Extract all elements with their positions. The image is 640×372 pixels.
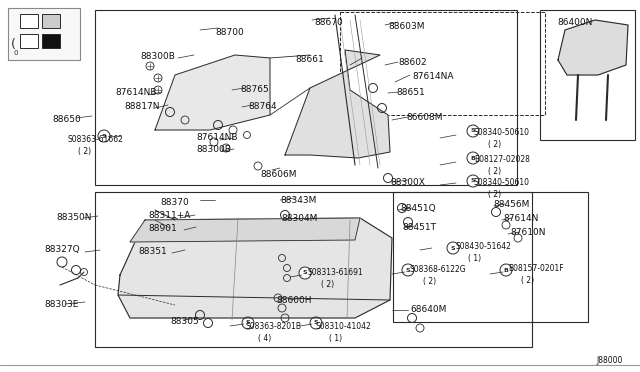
- Text: 88817N: 88817N: [124, 102, 159, 111]
- Text: 88311+A: 88311+A: [148, 211, 190, 220]
- Text: 88651: 88651: [396, 88, 425, 97]
- Polygon shape: [558, 20, 628, 75]
- Text: 88901: 88901: [148, 224, 177, 233]
- Text: 88300X: 88300X: [390, 178, 425, 187]
- Text: 88304M: 88304M: [281, 214, 317, 223]
- Bar: [8, 8, 80, 60]
- Text: 88300B: 88300B: [196, 145, 231, 154]
- Bar: [540, 10, 635, 140]
- Text: B08157-0201F: B08157-0201F: [508, 264, 564, 273]
- Text: 88303E: 88303E: [44, 300, 78, 309]
- Text: 88650: 88650: [52, 115, 81, 124]
- Text: 88670: 88670: [314, 18, 343, 27]
- Circle shape: [299, 267, 311, 279]
- Text: 88764: 88764: [248, 102, 276, 111]
- Bar: [42, 34, 60, 48]
- Text: 87610N: 87610N: [510, 228, 545, 237]
- Circle shape: [467, 152, 479, 164]
- Text: 0: 0: [13, 50, 17, 56]
- Text: S: S: [303, 270, 307, 276]
- Text: 88305: 88305: [170, 317, 199, 326]
- Text: ( 1): ( 1): [329, 334, 342, 343]
- Text: S08363-8201B: S08363-8201B: [245, 322, 301, 331]
- Text: 87614NB: 87614NB: [196, 133, 237, 142]
- Text: S: S: [451, 246, 455, 250]
- Bar: [340, 12, 545, 115]
- Text: B: B: [470, 155, 476, 160]
- Text: ( 2): ( 2): [521, 276, 534, 285]
- Text: 88351: 88351: [138, 247, 167, 256]
- Text: 88370: 88370: [160, 198, 189, 207]
- Text: 88451T: 88451T: [402, 223, 436, 232]
- Bar: [393, 192, 588, 322]
- Text: S: S: [406, 267, 410, 273]
- Bar: [42, 14, 60, 28]
- Circle shape: [447, 242, 459, 254]
- Text: S: S: [246, 321, 250, 326]
- Text: 88327Q: 88327Q: [44, 245, 79, 254]
- Circle shape: [242, 317, 254, 329]
- Circle shape: [500, 264, 512, 276]
- Text: 88661: 88661: [295, 55, 324, 64]
- Circle shape: [402, 264, 414, 276]
- Text: ( 2): ( 2): [321, 280, 334, 289]
- Text: 88603M: 88603M: [388, 22, 424, 31]
- Text: ( 2): ( 2): [488, 140, 501, 149]
- Text: ( 2): ( 2): [423, 277, 436, 286]
- Text: S08340-50610: S08340-50610: [474, 178, 530, 187]
- Text: ( 4): ( 4): [258, 334, 271, 343]
- Text: B: B: [504, 267, 508, 273]
- Text: 87614N: 87614N: [503, 214, 538, 223]
- Bar: [95, 192, 532, 347]
- Circle shape: [467, 175, 479, 187]
- Text: S: S: [470, 128, 476, 134]
- Text: 88451Q: 88451Q: [400, 204, 436, 213]
- Text: (: (: [11, 38, 16, 51]
- Text: S: S: [102, 134, 106, 138]
- Text: S08313-61691: S08313-61691: [308, 268, 364, 277]
- Text: ( 2): ( 2): [78, 147, 91, 156]
- Text: 88602: 88602: [398, 58, 427, 67]
- Text: 88456M: 88456M: [493, 200, 529, 209]
- Text: 87614NB: 87614NB: [115, 88, 157, 97]
- Text: 88700: 88700: [215, 28, 244, 37]
- Text: S: S: [314, 321, 318, 326]
- Polygon shape: [130, 218, 360, 242]
- Text: 86608M: 86608M: [406, 113, 442, 122]
- Circle shape: [98, 130, 110, 142]
- Text: 88350N: 88350N: [56, 213, 92, 222]
- Text: 87614NA: 87614NA: [412, 72, 454, 81]
- Text: B08127-02028: B08127-02028: [474, 155, 530, 164]
- Text: 88765: 88765: [240, 85, 269, 94]
- Text: S08340-50610: S08340-50610: [474, 128, 530, 137]
- Text: S08310-41042: S08310-41042: [316, 322, 372, 331]
- Text: S08430-51642: S08430-51642: [455, 242, 511, 251]
- Polygon shape: [285, 50, 390, 158]
- Text: S: S: [470, 179, 476, 183]
- Text: ( 1): ( 1): [468, 254, 481, 263]
- Text: 88343M: 88343M: [280, 196, 316, 205]
- Text: 88600H: 88600H: [276, 296, 312, 305]
- Bar: [95, 10, 517, 185]
- Text: S08368-6122G: S08368-6122G: [410, 265, 467, 274]
- Circle shape: [310, 317, 322, 329]
- Text: 68640M: 68640M: [410, 305, 446, 314]
- Text: ( 2): ( 2): [488, 167, 501, 176]
- Text: 88300B: 88300B: [140, 52, 175, 61]
- Text: 88606M: 88606M: [260, 170, 296, 179]
- Bar: [20, 34, 38, 48]
- Bar: [20, 14, 38, 28]
- Text: 86400N: 86400N: [557, 18, 593, 27]
- Text: ( 2): ( 2): [488, 190, 501, 199]
- Polygon shape: [118, 218, 392, 318]
- Text: J88000: J88000: [596, 356, 622, 365]
- Circle shape: [467, 125, 479, 137]
- Polygon shape: [155, 55, 270, 130]
- Text: S08363-61662: S08363-61662: [68, 135, 124, 144]
